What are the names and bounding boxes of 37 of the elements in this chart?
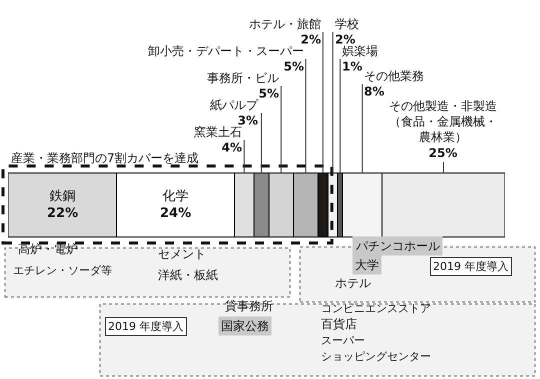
data-label: 2% xyxy=(335,32,356,47)
data-label: 4% xyxy=(222,140,242,155)
data-label: 8% xyxy=(364,84,384,99)
text: ホテル xyxy=(335,276,371,290)
data-label: 2% xyxy=(300,32,321,47)
text: 卸小売・デパート・スーパー xyxy=(148,44,304,58)
text: 窯業土石 xyxy=(194,125,242,139)
text: エチレン・ソーダ等 xyxy=(13,264,112,277)
data-label: 5% xyxy=(258,86,279,101)
text: 大学 xyxy=(355,258,379,272)
text: セメント xyxy=(158,247,206,261)
text: 国家公務 xyxy=(221,319,269,333)
data-label: 22% xyxy=(47,206,78,221)
series-label: 化学 xyxy=(162,189,189,204)
text: 事務所・ビル xyxy=(207,71,279,85)
text: 2019 年度導入 xyxy=(433,260,508,273)
text: 2019 年度導入 xyxy=(108,320,184,333)
text: 学校 xyxy=(335,17,359,31)
text: ショッピングセンター xyxy=(321,350,431,363)
text: コンビニエンスストア xyxy=(321,302,431,315)
text: 百貨店 xyxy=(321,317,357,331)
data-label: 24% xyxy=(160,206,192,221)
text: その他業務 xyxy=(364,69,424,83)
data-label: 1% xyxy=(342,60,362,74)
text: 紙パルプ xyxy=(210,98,259,112)
data-label: 25% xyxy=(428,146,458,160)
data-label: 5% xyxy=(284,60,304,74)
text: パチンコホール xyxy=(355,239,440,253)
text: ホテル・旅館 xyxy=(249,17,321,31)
text: 貸事務所 xyxy=(225,299,273,313)
series-label: 鉄鋼 xyxy=(50,189,76,204)
text: 産業・業務部門の7割カバーを達成 xyxy=(11,151,199,165)
text: 娯楽場 xyxy=(342,44,378,58)
text: スーパー xyxy=(321,334,365,347)
text: 洋紙・板紙 xyxy=(158,268,218,282)
text: その他製造・非製造（食品・金属機械・農林業） xyxy=(389,99,497,144)
data-label: 3% xyxy=(238,114,258,128)
